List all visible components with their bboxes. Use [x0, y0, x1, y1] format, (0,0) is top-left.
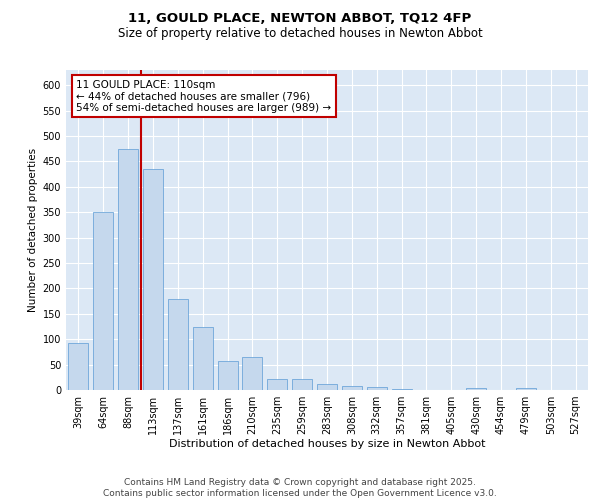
Bar — [268, 379, 287, 390]
Text: Contains HM Land Registry data © Crown copyright and database right 2025.
Contai: Contains HM Land Registry data © Crown c… — [103, 478, 497, 498]
X-axis label: Distribution of detached houses by size in Newton Abbot: Distribution of detached houses by size … — [169, 438, 485, 448]
Bar — [392, 389, 412, 390]
Bar — [94, 212, 113, 390]
Y-axis label: Number of detached properties: Number of detached properties — [28, 148, 38, 312]
Bar — [242, 357, 262, 390]
Bar — [193, 326, 212, 390]
Bar — [367, 388, 386, 390]
Bar — [143, 169, 163, 390]
Text: Size of property relative to detached houses in Newton Abbot: Size of property relative to detached ho… — [118, 28, 482, 40]
Bar — [516, 388, 536, 390]
Text: 11, GOULD PLACE, NEWTON ABBOT, TQ12 4FP: 11, GOULD PLACE, NEWTON ABBOT, TQ12 4FP — [128, 12, 472, 26]
Bar — [118, 148, 138, 390]
Bar — [317, 384, 337, 390]
Bar — [342, 386, 362, 390]
Bar — [68, 343, 88, 390]
Bar — [292, 379, 312, 390]
Text: 11 GOULD PLACE: 110sqm
← 44% of detached houses are smaller (796)
54% of semi-de: 11 GOULD PLACE: 110sqm ← 44% of detached… — [76, 80, 332, 113]
Bar — [168, 298, 188, 390]
Bar — [466, 388, 486, 390]
Bar — [218, 361, 238, 390]
